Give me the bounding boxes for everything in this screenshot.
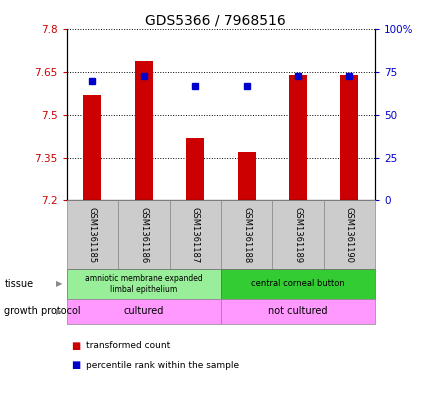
- Text: GSM1361189: GSM1361189: [293, 207, 302, 263]
- Text: GSM1361187: GSM1361187: [190, 207, 199, 263]
- Text: GSM1361188: GSM1361188: [242, 207, 251, 263]
- Text: GSM1361185: GSM1361185: [88, 207, 97, 263]
- Text: growth protocol: growth protocol: [4, 307, 81, 316]
- Text: GSM1361186: GSM1361186: [139, 207, 148, 263]
- Text: central corneal button: central corneal button: [250, 279, 344, 288]
- Text: transformed count: transformed count: [86, 342, 170, 350]
- Text: tissue: tissue: [4, 279, 34, 289]
- Bar: [288, 75, 306, 200]
- Bar: [83, 95, 101, 200]
- Text: ▶: ▶: [56, 307, 62, 316]
- Text: ■: ■: [71, 341, 80, 351]
- Text: ■: ■: [71, 360, 80, 371]
- Text: ▶: ▶: [56, 279, 62, 288]
- Bar: [237, 152, 255, 200]
- Text: GDS5366 / 7968516: GDS5366 / 7968516: [145, 14, 285, 28]
- Bar: [340, 75, 357, 200]
- Text: percentile rank within the sample: percentile rank within the sample: [86, 361, 239, 370]
- Text: cultured: cultured: [123, 307, 164, 316]
- Text: amniotic membrane expanded
limbal epithelium: amniotic membrane expanded limbal epithe…: [85, 274, 202, 294]
- Bar: [135, 61, 153, 200]
- Text: GSM1361190: GSM1361190: [344, 207, 353, 263]
- Bar: [186, 138, 204, 200]
- Text: not cultured: not cultured: [267, 307, 327, 316]
